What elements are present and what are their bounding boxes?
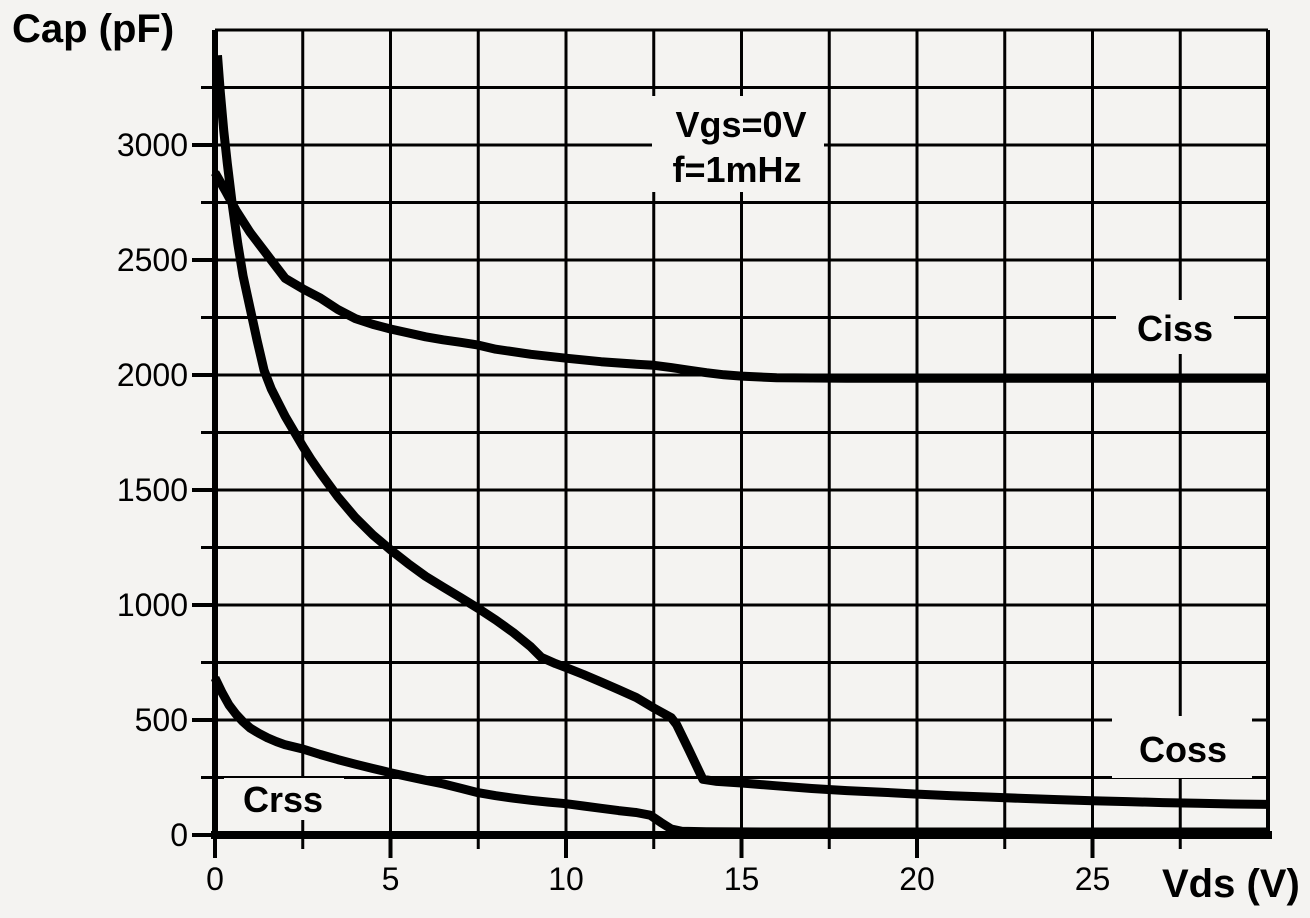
x-axis-tick-label: 5	[382, 861, 400, 897]
ciss-curve	[211, 170, 1268, 383]
x-axis-tick-label: 15	[724, 861, 760, 897]
curves	[210, 54, 1269, 837]
x-axis-tick-label: 20	[899, 861, 935, 897]
coss-curve-label: Coss	[1139, 729, 1227, 770]
y-axis-tick-label: 2000	[117, 357, 188, 393]
x-axis-tick-label: 0	[206, 861, 224, 897]
axis-tick-labels: 0 500 1000 1500 2000 2500 3000 0 5 10 15 20 25	[117, 127, 1110, 897]
coss-curve	[213, 54, 1269, 809]
ciss-label-background	[1116, 300, 1234, 354]
x-axis-tick-label: 25	[1075, 861, 1111, 897]
crss-curve-label: Crss	[243, 779, 323, 820]
x-axis-tick-label: 10	[548, 861, 584, 897]
axis-ticks	[192, 86, 1182, 858]
y-axis-title: Cap (pF)	[12, 7, 174, 51]
coss-label-background	[1112, 716, 1252, 778]
crss-label-background	[224, 778, 344, 820]
ciss-curve-label: Ciss	[1137, 308, 1213, 349]
y-axis-tick-label: 3000	[117, 127, 188, 163]
y-axis-tick-label: 2500	[117, 242, 188, 278]
annotation-background	[652, 96, 824, 192]
y-axis-tick-label: 1000	[117, 587, 188, 623]
annotation-vgs: Vgs=0V	[675, 104, 806, 145]
y-axis-tick-label: 0	[170, 817, 188, 853]
y-axis-tick-label: 1500	[117, 472, 188, 508]
annotation-frequency: f=1mHz	[672, 149, 801, 190]
label-backgrounds	[224, 96, 1252, 820]
crss-curve	[210, 675, 1268, 837]
x-axis-title: Vds (V)	[1162, 862, 1300, 906]
y-axis-tick-label: 500	[135, 702, 188, 738]
